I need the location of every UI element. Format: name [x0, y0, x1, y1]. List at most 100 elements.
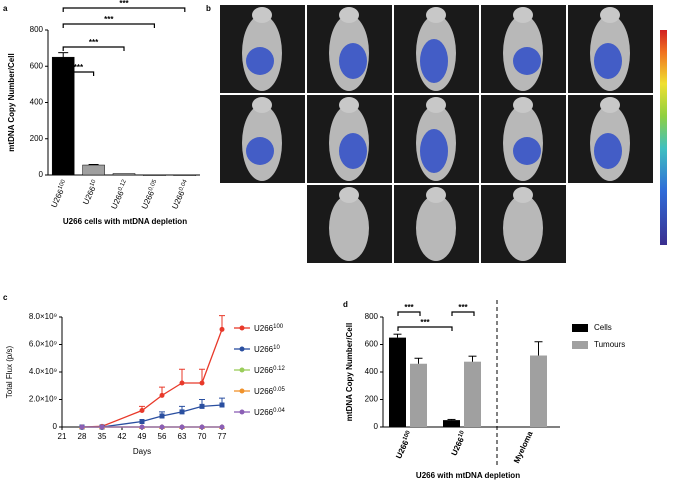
- y-tick-label: 600: [365, 340, 379, 349]
- legend-label-base: U266: [254, 408, 274, 417]
- x-tick-label-base: Myeloma: [512, 429, 535, 464]
- x-tick-label-base: U266: [110, 189, 126, 211]
- x-tick-label: 49: [138, 432, 147, 441]
- x-tick-label: 21: [58, 432, 67, 441]
- bar: [143, 174, 166, 176]
- legend-label-sup: 0.05: [273, 387, 285, 393]
- mouse-head: [339, 97, 359, 113]
- x-tick-label: U266100: [49, 178, 70, 209]
- mouse-head: [252, 7, 272, 23]
- mouse-head: [600, 7, 620, 23]
- bar: [173, 174, 197, 176]
- marker: [139, 419, 145, 424]
- signal: [339, 43, 367, 79]
- bar: [389, 337, 406, 427]
- x-tick-label: U26610: [449, 429, 469, 457]
- significance-bracket: [62, 71, 95, 76]
- legend-label: U2660.12: [254, 366, 285, 376]
- legend-label-sup: 100: [273, 324, 284, 330]
- y-tick-label: 200: [30, 134, 44, 143]
- signal: [246, 47, 274, 75]
- x-tick-label: 42: [118, 432, 127, 441]
- x-tick-label-sup: 100: [402, 429, 412, 441]
- mouse-head: [426, 97, 446, 113]
- marker: [219, 424, 225, 430]
- x-tick-label-base: U266: [49, 188, 65, 210]
- error-bar: [58, 52, 69, 58]
- bar: [112, 173, 136, 176]
- legend-label-base: U266: [254, 345, 274, 354]
- signal: [513, 137, 541, 165]
- legend-label: U266100: [254, 324, 284, 334]
- legend-label: Tumours: [594, 340, 625, 349]
- x-tick-label-base: U266: [140, 189, 156, 211]
- x-tick-label-base: U266: [394, 439, 410, 461]
- mouse-head: [426, 187, 446, 203]
- significance-bracket: [62, 46, 125, 51]
- mouse-body: [329, 195, 369, 261]
- x-tick-label-sup: 100: [57, 178, 67, 190]
- y-tick-label: 2.0×10⁹: [29, 395, 57, 404]
- marker: [159, 424, 165, 430]
- x-tick-label: 63: [178, 432, 187, 441]
- panel-label: a: [3, 4, 8, 13]
- error-bar: [468, 355, 477, 362]
- marker: [199, 424, 205, 430]
- panel-label: b: [206, 4, 211, 13]
- y-tick-label: 6.0×10⁹: [29, 340, 57, 349]
- legend-swatch: [572, 341, 588, 349]
- legend-marker: [239, 325, 245, 331]
- signal: [513, 47, 541, 75]
- series-line: [81, 329, 223, 428]
- marker: [99, 424, 105, 430]
- x-tick-label: 77: [218, 432, 227, 441]
- x-tick-label-sup: 0.05: [148, 178, 159, 192]
- x-tick-label: U26610: [81, 178, 101, 206]
- mouse-body: [503, 195, 543, 261]
- bar: [82, 164, 105, 176]
- y-tick-label: 600: [30, 61, 44, 70]
- signal: [246, 137, 274, 165]
- y-tick-label: 200: [365, 395, 379, 404]
- y-axis-label: mtDNA Copy Number/Cell: [7, 53, 16, 151]
- bar: [410, 363, 427, 427]
- marker: [179, 409, 185, 415]
- significance-bracket: [451, 311, 475, 316]
- significance-label: ***: [74, 63, 84, 72]
- legend-label-base: U266: [254, 387, 274, 396]
- y-tick-label: 0: [39, 170, 44, 179]
- mouse-head: [426, 7, 446, 23]
- error-bar: [88, 163, 99, 166]
- significance-label: ***: [458, 303, 468, 312]
- x-tick-label: 70: [198, 432, 207, 441]
- legend-marker: [239, 367, 245, 373]
- bar: [464, 361, 481, 427]
- x-tick-label: Myeloma: [512, 429, 535, 464]
- legend-label-base: U266: [254, 324, 274, 333]
- color-scale: [660, 30, 667, 245]
- signal: [594, 133, 622, 169]
- y-tick-label: 400: [30, 98, 44, 107]
- y-tick-label: 4.0×10⁹: [29, 367, 57, 376]
- marker: [219, 402, 225, 408]
- marker: [219, 326, 225, 332]
- panel-label: c: [3, 293, 8, 302]
- legend-marker: [239, 409, 245, 415]
- significance-bracket: [62, 7, 186, 12]
- significance-bracket: [397, 311, 421, 316]
- bar: [443, 420, 460, 427]
- legend-marker: [239, 388, 245, 394]
- y-tick-label: 800: [365, 312, 379, 321]
- x-tick-label-base: U266: [450, 435, 466, 457]
- y-axis-label: Total Flux (p/s): [5, 345, 14, 398]
- mouse-body: [416, 195, 456, 261]
- error-bar: [447, 418, 456, 421]
- error-bar: [534, 341, 543, 356]
- legend-label-sup: 10: [273, 345, 280, 351]
- x-tick-label: 56: [158, 432, 167, 441]
- mouse-head: [513, 7, 533, 23]
- significance-label: ***: [89, 38, 99, 47]
- legend-label: U2660.04: [254, 408, 285, 418]
- marker: [179, 424, 185, 430]
- marker: [159, 413, 165, 419]
